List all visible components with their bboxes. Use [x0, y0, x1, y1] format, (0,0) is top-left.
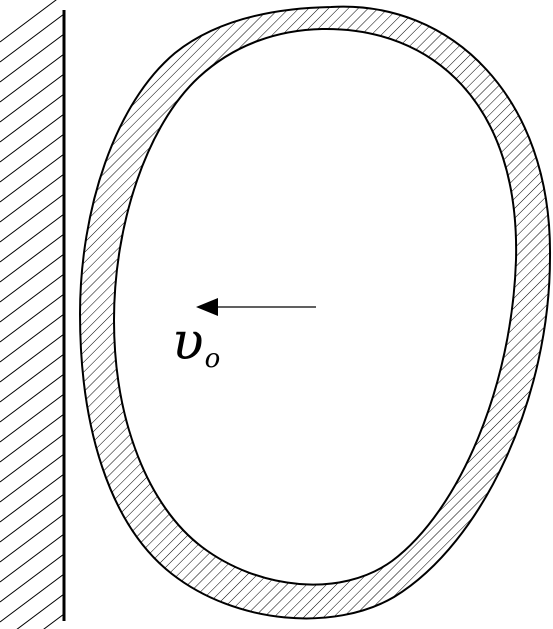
- velocity-arrow-head: [196, 298, 218, 316]
- wall-hatch-lines: [0, 0, 64, 629]
- velocity-symbol: υ: [172, 312, 204, 372]
- velocity-arrow-left-icon: [196, 298, 316, 316]
- velocity-label: υo: [172, 316, 220, 372]
- velocity-subscript: o: [204, 344, 221, 374]
- hatched-wall-icon: [0, 0, 66, 629]
- hatched-elastic-ring-icon: [78, 5, 552, 620]
- ring-body: [78, 5, 552, 620]
